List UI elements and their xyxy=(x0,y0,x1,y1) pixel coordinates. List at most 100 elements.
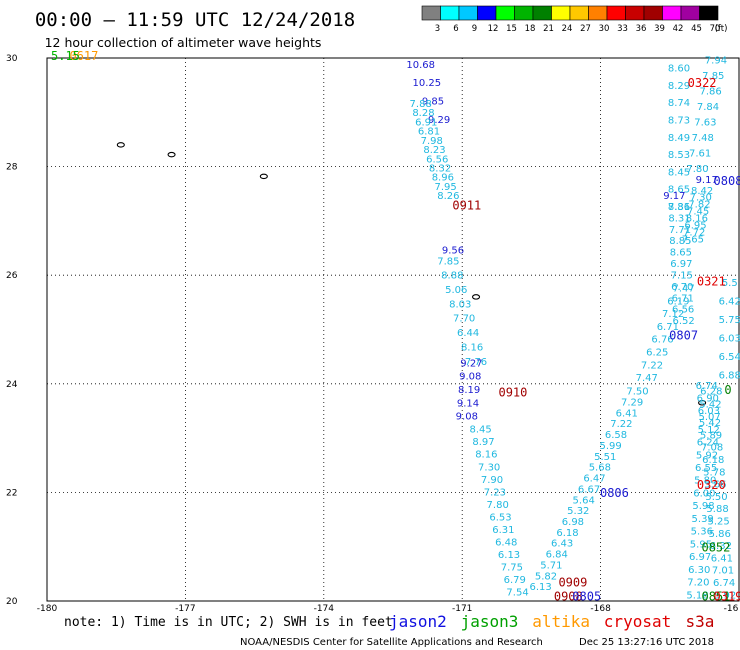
satellite-name: cryosat xyxy=(604,612,671,631)
wave-height-label: 5.42 xyxy=(699,418,721,429)
wave-height-label: 6.03 xyxy=(719,333,740,344)
wave-height-label: 5.99 xyxy=(599,441,621,452)
pass-time-label: 0807 xyxy=(669,329,698,343)
wave-height-label: 10.25 xyxy=(413,78,442,89)
wave-height-label: 6.88 xyxy=(719,370,740,381)
legend-swatch xyxy=(458,5,478,21)
wave-height-label: 5.95 xyxy=(690,539,712,550)
wave-height-label: 6.47 xyxy=(583,474,605,485)
wave-height-label: 9.08 xyxy=(456,412,478,423)
wave-height-label: 6.42 xyxy=(719,297,740,308)
wave-height-label: 9.27 xyxy=(460,358,482,369)
wave-height-label: 5.86 xyxy=(709,529,731,540)
wave-height-label: 5.80 xyxy=(694,476,716,487)
wave-height-label: 6.74 xyxy=(696,381,718,392)
wave-height-label: 8.85 xyxy=(669,236,691,247)
map-frame xyxy=(46,57,740,602)
legend-swatch xyxy=(699,5,719,21)
wave-height-label: 7.72 xyxy=(683,228,705,239)
legend-swatch xyxy=(532,5,552,21)
wave-height-label: 6.74 xyxy=(713,578,735,589)
legend-label: 39 xyxy=(654,24,665,34)
y-tick-label: 30 xyxy=(6,54,18,64)
wave-height-label: 5.82 xyxy=(535,571,557,582)
legend-swatch xyxy=(643,5,663,21)
wave-height-label: 8.19 xyxy=(458,385,480,396)
legend-swatch xyxy=(680,5,700,21)
wave-height-label: 8.65 xyxy=(668,185,690,196)
wave-height-label: 5.32 xyxy=(567,506,589,517)
wave-height-label: 6.90 xyxy=(697,394,719,405)
wave-height-label: 8.16 xyxy=(461,342,483,353)
wave-height-label: 8.60 xyxy=(668,64,690,75)
pass-time-label: 0851 xyxy=(701,589,730,603)
wave-height-label: 8.03 xyxy=(449,299,471,310)
x-tick-label: -180 xyxy=(37,604,58,614)
legend-swatch xyxy=(477,5,497,21)
legend-label: 9 xyxy=(472,24,477,34)
wave-height-label: 5.50 xyxy=(705,492,727,503)
wave-height-label: 8.29 xyxy=(668,81,690,92)
wave-height-label: 5.88 xyxy=(706,504,728,515)
pass-time-label: 0852 xyxy=(701,540,730,554)
wave-height-label: 7.75 xyxy=(501,563,523,574)
wave-height-label: 6.71 xyxy=(672,293,694,304)
wave-height-label: 6.31 xyxy=(492,525,514,536)
chart-subtitle: 12 hour collection of altimeter wave hei… xyxy=(45,35,322,50)
wave-height-label: 6.48 xyxy=(495,537,517,548)
wave-height-label: 6.98 xyxy=(562,517,584,528)
pass-time-label: 0806 xyxy=(600,486,629,500)
legend-label: 6 xyxy=(453,24,458,34)
wave-height-label: 7.80 xyxy=(487,500,509,511)
wave-height-label: 7.47 xyxy=(636,373,658,384)
pass-time-label: 0322 xyxy=(688,76,717,90)
island-outline xyxy=(167,151,176,158)
wave-height-label: 7.22 xyxy=(641,360,663,371)
pass-time-label: 0617 xyxy=(69,49,98,63)
legend-label: 42 xyxy=(673,24,684,34)
tracks: 10.6810.259.859.297.888.286.916.817.988.… xyxy=(406,55,740,601)
y-tick-label: 20 xyxy=(6,597,18,607)
wave-height-label: 6.53 xyxy=(489,512,511,523)
wave-height-label: 7.48 xyxy=(692,133,714,144)
footer-generated: Dec 25 13:27:16 UTC 2018 xyxy=(579,637,714,648)
wave-height-label: 8.36 xyxy=(668,202,690,213)
wave-height-label: 6.18 xyxy=(556,528,578,539)
wave-height-label: 6.81 xyxy=(418,127,440,138)
legend-label: 21 xyxy=(543,24,554,34)
wave-height-label: 6.52 xyxy=(673,316,695,327)
wave-height-label: 6.28 xyxy=(700,387,722,398)
wave-height-label: 8.65 xyxy=(670,248,692,259)
pass-time-label: 0805 xyxy=(572,589,601,603)
wave-height-label: 6.97 xyxy=(670,259,692,270)
wave-height-label: 6.25 xyxy=(646,347,668,358)
wave-height-label: 6.03 xyxy=(698,406,720,417)
island-outline xyxy=(698,400,707,406)
wave-height-label: 5.75 xyxy=(719,315,740,326)
wave-height-label: 5.98 xyxy=(692,501,714,512)
wave-height-label: 6.43 xyxy=(551,539,573,550)
wave-height-label: 8.49 xyxy=(668,133,690,144)
y-tick-label: 24 xyxy=(6,380,18,390)
x-tick-label: -171 xyxy=(452,604,472,614)
wave-height-label: 7.15 xyxy=(671,270,693,281)
legend-label: 12 xyxy=(488,24,499,34)
wave-height-label: 6.95 xyxy=(684,221,706,232)
wave-height-label: 8.96 xyxy=(432,173,454,184)
wave-height-label: 5.25 xyxy=(708,517,730,528)
wave-height-label: 7.29 xyxy=(621,398,643,409)
footer-credit: NOAA/NESDIS Center for Satellite Applica… xyxy=(240,637,543,648)
wave-height-label: 6.19 xyxy=(667,296,689,307)
pass-time-label: 0808 xyxy=(714,174,740,188)
wave-height-label: 7.54 xyxy=(506,588,528,599)
wave-height-label: 7.98 xyxy=(421,136,443,147)
legend-swatch xyxy=(514,5,534,21)
wave-height-label: 5.06 xyxy=(445,285,467,296)
pass-time-label: 0 xyxy=(724,383,731,397)
wave-height-label: 5.12 xyxy=(698,425,720,436)
legend-label: 18 xyxy=(525,24,536,34)
islands xyxy=(116,142,707,406)
legend-swatch xyxy=(495,5,515,21)
wave-height-label: 5.42 xyxy=(699,399,721,410)
